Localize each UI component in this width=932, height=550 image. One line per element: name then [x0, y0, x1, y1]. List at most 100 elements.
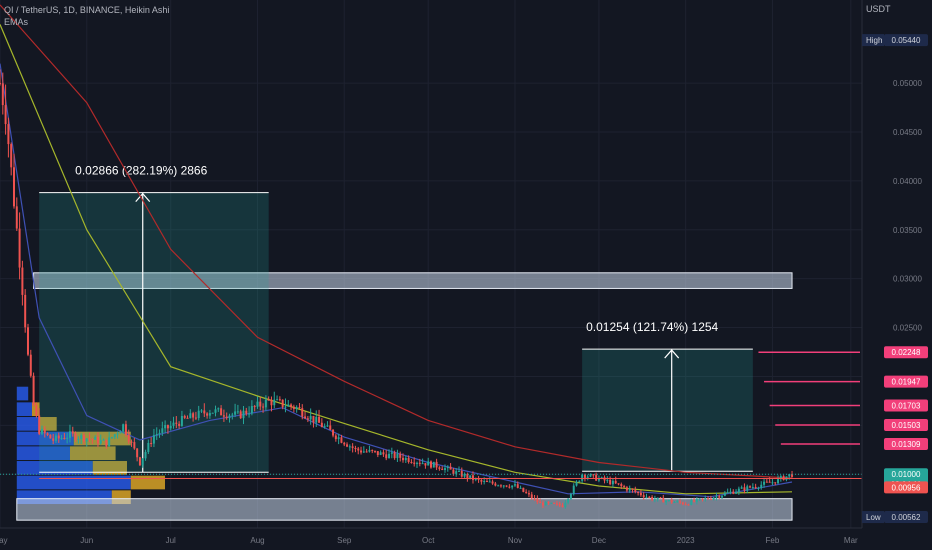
- candle-body: [737, 488, 740, 492]
- candle-body: [631, 488, 634, 490]
- candle-body: [178, 423, 181, 426]
- candle-body: [732, 491, 735, 494]
- candle-body: [15, 206, 18, 229]
- candle-body: [374, 450, 377, 452]
- candle-body: [348, 446, 351, 448]
- candle-body: [743, 487, 746, 491]
- candle-body: [530, 494, 533, 499]
- candle-body: [7, 124, 10, 145]
- candle-body: [306, 418, 309, 420]
- candle-body: [469, 475, 472, 479]
- candle-body: [133, 442, 136, 449]
- candle-body: [57, 435, 60, 439]
- candle-body: [695, 498, 698, 502]
- candle-body: [211, 412, 214, 414]
- candle-body: [228, 415, 231, 419]
- candle-body: [516, 484, 519, 488]
- candle-body: [323, 426, 326, 428]
- candle-body: [564, 502, 567, 508]
- candle-body: [402, 457, 405, 461]
- target-price-tag-bg: [884, 399, 928, 412]
- candle-body: [578, 480, 581, 482]
- candle-body: [645, 496, 648, 498]
- measure-box: [39, 192, 269, 473]
- candle-body: [166, 425, 169, 429]
- candle-body: [771, 482, 774, 484]
- candle-body: [281, 399, 284, 407]
- candle-body: [721, 495, 724, 498]
- candle-body: [718, 496, 721, 498]
- candle-body: [136, 448, 139, 458]
- candle-body: [533, 498, 536, 500]
- candle-body: [460, 470, 463, 477]
- candle-body: [12, 167, 15, 207]
- candle-body: [667, 500, 670, 502]
- candle-body: [586, 476, 589, 478]
- candle-body: [102, 439, 105, 441]
- high-price-tag-bg: [884, 34, 928, 47]
- y-tick-label: 0.04500: [893, 128, 922, 137]
- candle-body: [569, 493, 572, 499]
- candle-body: [278, 399, 281, 401]
- candle-body: [628, 488, 631, 491]
- candle-body: [693, 500, 696, 502]
- y-tick-label: 0.03500: [893, 226, 922, 235]
- candle-body: [673, 501, 676, 503]
- candle-body: [388, 453, 391, 459]
- candle-body: [46, 433, 49, 435]
- symbol-title[interactable]: QI / TetherUS, 1D, BINANCE, Heikin Ashi: [4, 5, 170, 15]
- candle-body: [18, 228, 21, 268]
- x-tick-label: Jul: [166, 536, 176, 545]
- candle-body: [407, 457, 410, 462]
- candle-body: [625, 487, 628, 491]
- candle-body: [457, 470, 460, 472]
- candle-body: [52, 438, 55, 441]
- indicator-legend-emas[interactable]: EMAs: [4, 17, 29, 27]
- candle-body: [141, 458, 144, 466]
- measure-label: 0.01254 (121.74%) 1254: [586, 320, 718, 334]
- candle-body: [108, 437, 111, 447]
- candle-body: [430, 461, 432, 468]
- low-price-tag-bg: [884, 511, 928, 524]
- candle-body: [499, 485, 502, 487]
- support-resistance-zone: [16, 498, 793, 521]
- target-price-tag: 0.01309: [892, 440, 921, 449]
- candle-body: [124, 424, 127, 435]
- candle-body: [222, 415, 225, 417]
- high-tag-bg: [862, 34, 884, 47]
- candle-body: [40, 428, 43, 434]
- volume-profile-down-bar: [69, 446, 116, 461]
- low-tag-bg: [862, 511, 884, 524]
- candle-body: [144, 451, 147, 459]
- candle-body: [116, 433, 119, 435]
- candle-body: [32, 375, 35, 406]
- candle-body: [788, 474, 791, 477]
- candle-body: [687, 504, 690, 506]
- candle-body: [74, 433, 77, 440]
- candle-body: [679, 501, 682, 503]
- candle-body: [298, 407, 301, 409]
- candle-body: [315, 416, 318, 423]
- candle-body: [723, 493, 726, 496]
- candle-body: [684, 504, 687, 506]
- candle-body: [343, 442, 346, 445]
- time-axis-bg: [0, 528, 932, 550]
- high-price-tag: 0.05440: [892, 36, 921, 45]
- candle-body: [192, 413, 195, 418]
- volume-profile-down-bar: [73, 431, 131, 446]
- x-tick-label: Dec: [592, 536, 606, 545]
- candle-body: [203, 410, 206, 414]
- candle-body: [763, 481, 766, 485]
- candle-body: [318, 416, 321, 423]
- candle-body: [242, 410, 245, 419]
- candle-body: [334, 435, 337, 440]
- target-price-tag: 0.01503: [892, 421, 921, 430]
- candle-body: [726, 492, 729, 494]
- candle-body: [82, 435, 85, 442]
- candle-body: [113, 434, 116, 438]
- candle-body: [404, 457, 407, 461]
- candle-body: [35, 405, 38, 416]
- candle-body: [301, 408, 304, 417]
- candle-body: [68, 431, 71, 438]
